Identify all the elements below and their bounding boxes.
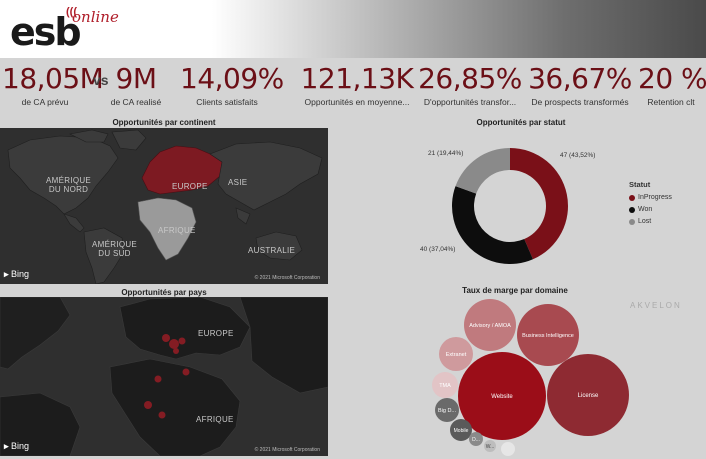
bubble-label: Advisory / AMOA: [469, 323, 511, 329]
map-country[interactable]: EUROPE AFRIQUE ▸ Bing © 2021 Microsoft C…: [0, 297, 328, 456]
donut-slice-won[interactable]: [452, 186, 533, 264]
kpi-prospects-transformes[interactable]: 36,67% De prospects transformés: [526, 62, 634, 108]
logo-esb-text: esb: [10, 10, 82, 54]
map-continent[interactable]: AMÉRIQUE DU NORD EUROPE ASIE AFRIQUE AMÉ…: [0, 128, 328, 284]
legend-item-inprogress[interactable]: InProgress: [629, 194, 672, 201]
kpi-row: 18,05M de CA prévu 9M de CA realisé 14,0…: [0, 62, 706, 114]
legend-item-won[interactable]: Won: [629, 206, 672, 213]
bubble-label: TMA: [439, 383, 451, 389]
bubble-label: W...: [486, 444, 495, 450]
bubble-license[interactable]: [547, 354, 629, 436]
vs-separator: vs: [93, 72, 109, 88]
signal-waves-icon: (((: [66, 6, 77, 18]
bubble-label: D...: [472, 437, 480, 443]
bubble-label: Website: [491, 394, 513, 400]
kpi-label: Opportunités en moyenne...: [304, 97, 410, 107]
bubble-big-data[interactable]: [435, 398, 459, 422]
kpi-ca-prevu[interactable]: 18,05M de CA prévu: [2, 62, 104, 108]
country-markers: [144, 334, 190, 419]
legend-dot: [629, 206, 635, 213]
bubble-chart-title: Taux de marge par domaine: [462, 286, 568, 295]
kpi-value: 9M: [115, 62, 157, 95]
world-map-countries: [0, 297, 328, 456]
donut-chart[interactable]: [450, 146, 570, 266]
kpi-opportunites-moyenne[interactable]: 121,13K Opportunités en moyenne...: [299, 62, 415, 108]
kpi-value: 14,09%: [180, 62, 284, 95]
map-continent-title: Opportunités par continent: [112, 118, 216, 127]
logo-online-text: online: [72, 8, 119, 26]
label-asia: ASIE: [228, 178, 248, 187]
bubble-mobile[interactable]: [450, 419, 472, 441]
bubble-w[interactable]: [484, 440, 496, 452]
kpi-clients-satisfaits[interactable]: 14,09% Clients satisfaits: [180, 62, 284, 108]
label-north-america: AMÉRIQUE DU NORD: [46, 176, 92, 194]
bubble-business-intelligence[interactable]: [517, 304, 579, 366]
legend-label: InProgress: [638, 194, 672, 201]
kpi-value: 20 %: [638, 62, 706, 95]
donut-label-won: 40 (37,04%): [420, 246, 456, 253]
bubble-chart[interactable]: Website License Business Intelligence Ad…: [406, 298, 706, 458]
label-australia: AUSTRALIE: [248, 246, 296, 255]
donut-legend: Statut InProgress Won Lost: [629, 180, 672, 230]
bing-text: Bing: [11, 441, 30, 451]
bing-logo: ▸ Bing: [4, 269, 30, 279]
legend-dot: [629, 218, 635, 225]
kpi-label: Clients satisfaits: [196, 97, 258, 107]
bubble-advisory-amoa[interactable]: [464, 299, 516, 351]
bubble-label: Business Intelligence: [522, 333, 574, 339]
bubble-tma[interactable]: [432, 372, 458, 398]
watermark: AKVELON: [630, 301, 682, 310]
donut-label-lost: 21 (19,44%): [428, 150, 464, 157]
world-map-continents: [7, 129, 323, 284]
bubble-unlabeled[interactable]: [501, 442, 515, 456]
kpi-label: de CA realisé: [110, 97, 162, 107]
donut-label-inprogress: 47 (43,52%): [560, 152, 596, 159]
bubble-extranet[interactable]: [439, 337, 473, 371]
kpi-label: De prospects transformés: [531, 97, 629, 107]
legend-item-lost[interactable]: Lost: [629, 218, 672, 225]
label-africa: AFRIQUE: [196, 415, 234, 424]
bubble-label: License: [578, 393, 599, 399]
kpi-value: 18,05M: [2, 62, 104, 95]
donut-slice-lost[interactable]: [455, 148, 510, 194]
bubble-label: Mobile: [454, 428, 469, 434]
bubble-d[interactable]: [469, 432, 483, 446]
label-europe: EUROPE: [198, 329, 234, 338]
legend-label: Won: [638, 206, 653, 213]
kpi-value: 36,67%: [528, 62, 632, 95]
kpi-label: Retention clt: [647, 97, 695, 107]
kpi-opportunites-transformees[interactable]: 26,85% D'opportunités transfor...: [418, 62, 522, 108]
legend-title: Statut: [629, 180, 651, 189]
bing-text: Bing: [11, 269, 30, 279]
kpi-label: de CA prévu: [21, 97, 69, 107]
kpi-retention-clt[interactable]: 20 % Retention clt: [638, 62, 706, 108]
kpi-value: 121,13K: [300, 62, 414, 95]
esb-online-logo: ((( esb online: [8, 4, 128, 54]
kpi-ca-realise[interactable]: 9M de CA realisé: [108, 62, 164, 108]
label-africa: AFRIQUE: [158, 226, 196, 235]
bubble-label: Big D...: [438, 408, 457, 414]
donut-slice-inprogress[interactable]: [510, 148, 568, 260]
map-copyright: © 2021 Microsoft Corporation: [254, 275, 320, 281]
legend-label: Lost: [638, 218, 652, 225]
legend-dot: [629, 194, 635, 201]
label-south-america: AMÉRIQUE DU SUD: [92, 240, 138, 258]
bing-logo: ▸ Bing: [4, 441, 30, 451]
label-europe: EUROPE: [172, 182, 208, 191]
bubble-website[interactable]: [458, 352, 546, 440]
bubble-label: Extranet: [446, 352, 467, 358]
map-copyright: © 2021 Microsoft Corporation: [254, 447, 320, 453]
kpi-value: 26,85%: [418, 62, 522, 95]
kpi-label: D'opportunités transfor...: [423, 97, 517, 107]
donut-title: Opportunités par statut: [476, 118, 566, 127]
header-bar: ((( esb online: [0, 0, 706, 58]
map-country-title: Opportunités par pays: [121, 288, 207, 297]
